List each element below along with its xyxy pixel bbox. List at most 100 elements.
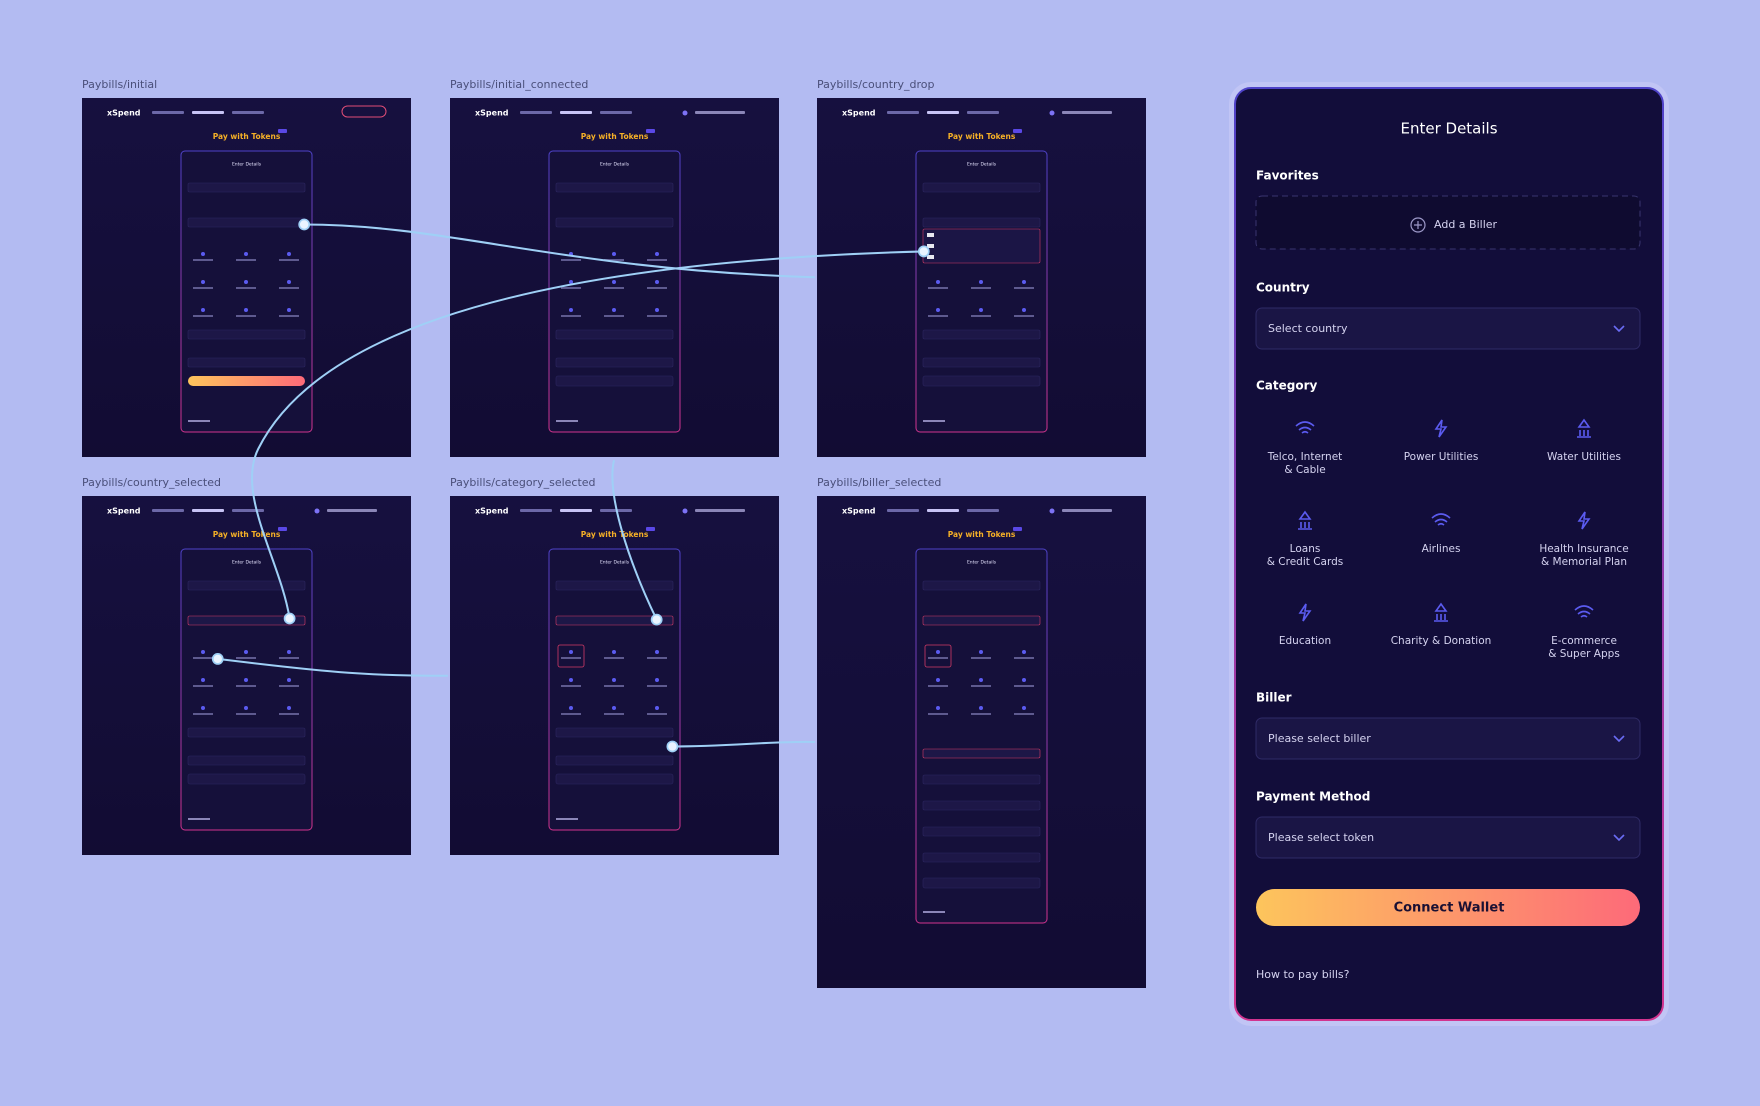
field bbox=[187, 727, 306, 738]
cat-icon bbox=[244, 252, 248, 256]
cat-icon bbox=[1022, 308, 1026, 312]
cat-icon bbox=[244, 678, 248, 682]
cat-text bbox=[1014, 713, 1034, 715]
cat-icon bbox=[287, 706, 291, 710]
wallet-info bbox=[327, 509, 377, 512]
cat-icon bbox=[655, 706, 659, 710]
field bbox=[922, 357, 1041, 368]
cat-text bbox=[193, 713, 213, 715]
nav-tab bbox=[967, 509, 999, 512]
cat-text bbox=[561, 685, 581, 687]
section-label: Country bbox=[1256, 281, 1310, 295]
frame-label: Paybills/initial bbox=[82, 78, 157, 91]
card-title: Enter Details bbox=[967, 162, 997, 168]
cat-icon bbox=[201, 308, 205, 312]
panel-title: Enter Details bbox=[1400, 120, 1497, 138]
badge bbox=[278, 527, 287, 531]
connectors bbox=[211, 218, 930, 753]
connect-wallet-button[interactable] bbox=[1256, 889, 1640, 926]
cat-text bbox=[236, 713, 256, 715]
cat-text bbox=[971, 287, 991, 289]
badge bbox=[646, 527, 655, 531]
cat-text bbox=[561, 259, 581, 261]
connector bbox=[672, 740, 815, 748]
card-title: Enter Details bbox=[600, 162, 630, 168]
nav-tab bbox=[887, 111, 919, 114]
cat-icon bbox=[979, 678, 983, 682]
cat-text bbox=[279, 713, 299, 715]
cat-text bbox=[1014, 315, 1034, 317]
section-label: Biller bbox=[1256, 691, 1292, 705]
connector-dot bbox=[650, 613, 663, 626]
badge bbox=[278, 129, 287, 133]
field bbox=[187, 182, 306, 193]
nav-tab bbox=[600, 111, 632, 114]
field bbox=[187, 755, 306, 766]
category-label: Loans bbox=[1290, 543, 1321, 555]
cat-text bbox=[604, 685, 624, 687]
cat-text bbox=[193, 287, 213, 289]
cat-icon bbox=[569, 280, 573, 284]
category-label: & Credit Cards bbox=[1267, 556, 1343, 568]
nav-tab bbox=[887, 509, 919, 512]
cat-icon bbox=[979, 706, 983, 710]
cat-icon bbox=[201, 280, 205, 284]
connect-pill bbox=[341, 105, 387, 118]
field bbox=[922, 182, 1041, 193]
cat-text bbox=[971, 315, 991, 317]
frame-label: Paybills/biller_selected bbox=[817, 476, 941, 489]
cat-text bbox=[604, 315, 624, 317]
field bbox=[922, 329, 1041, 340]
cat-selected bbox=[924, 644, 952, 668]
cat-text bbox=[236, 315, 256, 317]
cat-text bbox=[928, 315, 948, 317]
nav-tab bbox=[192, 509, 224, 512]
wallet-dot bbox=[682, 110, 688, 116]
cat-text bbox=[561, 315, 581, 317]
complete-btn bbox=[922, 375, 1041, 387]
cat-text bbox=[604, 259, 624, 261]
help-text bbox=[556, 818, 578, 820]
cat-icon bbox=[201, 678, 205, 682]
cat-icon bbox=[244, 650, 248, 654]
field bbox=[555, 357, 674, 368]
category-icon bbox=[1295, 421, 1315, 434]
field bbox=[187, 580, 306, 591]
cat-text bbox=[604, 657, 624, 659]
cat-icon bbox=[287, 650, 291, 654]
field bbox=[555, 727, 674, 738]
frame-label: Paybills/category_selected bbox=[450, 476, 596, 489]
cat-text bbox=[647, 713, 667, 715]
help-text bbox=[188, 420, 210, 422]
heading: Pay with Tokens bbox=[213, 132, 281, 141]
nav-tab bbox=[520, 509, 552, 512]
nav-tab bbox=[560, 509, 592, 512]
cat-text bbox=[647, 287, 667, 289]
nav-tab bbox=[927, 509, 959, 512]
connect-btn bbox=[188, 376, 305, 386]
cat-icon bbox=[612, 308, 616, 312]
cat-icon bbox=[1022, 280, 1026, 284]
brand: xSpend bbox=[475, 507, 509, 516]
category-icon bbox=[1577, 511, 1591, 530]
cat-icon bbox=[655, 308, 659, 312]
cat-icon bbox=[287, 308, 291, 312]
nav-tab bbox=[232, 509, 264, 512]
nav-tab bbox=[192, 111, 224, 114]
cat-text bbox=[1014, 685, 1034, 687]
cat-text bbox=[971, 713, 991, 715]
cat-icon bbox=[201, 252, 205, 256]
connector-dot bbox=[917, 245, 930, 258]
field bbox=[922, 800, 1041, 811]
cat-icon bbox=[612, 280, 616, 284]
help-link: How to pay bills? bbox=[1256, 968, 1350, 981]
cat-icon bbox=[655, 650, 659, 654]
cat-icon bbox=[936, 280, 940, 284]
chevron bbox=[1613, 325, 1625, 333]
nav-tab bbox=[520, 111, 552, 114]
add-icon bbox=[1410, 217, 1426, 233]
cat-icon bbox=[979, 308, 983, 312]
connector-dot bbox=[666, 740, 679, 753]
complete-btn bbox=[555, 375, 674, 387]
